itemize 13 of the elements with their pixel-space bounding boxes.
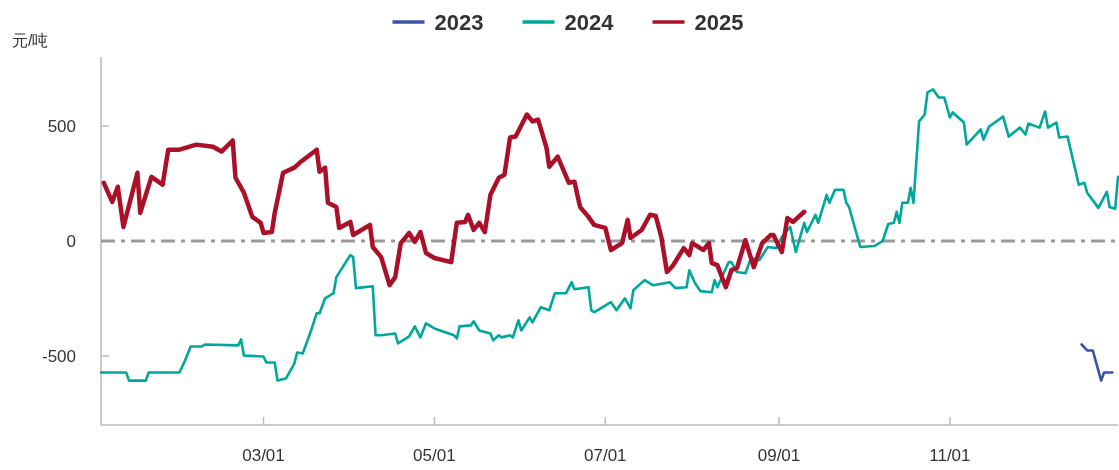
line-series <box>1080 343 1114 382</box>
x-tick-label: 11/01 <box>929 446 971 465</box>
legend-label: 2023 <box>434 10 484 35</box>
legend-label: 2025 <box>694 10 744 35</box>
y-tick-label: -500 <box>41 347 76 366</box>
y-tick-label: 0 <box>66 232 76 251</box>
legend-label: 2024 <box>564 10 615 35</box>
x-tick-label: 05/01 <box>413 446 456 465</box>
y-axis-title: 元/吨 <box>12 32 49 49</box>
x-tick-label: 03/01 <box>242 446 285 465</box>
x-tick-label: 09/01 <box>757 446 801 465</box>
y-tick-label: 500 <box>47 117 76 136</box>
x-tick-label: 07/01 <box>584 446 627 465</box>
